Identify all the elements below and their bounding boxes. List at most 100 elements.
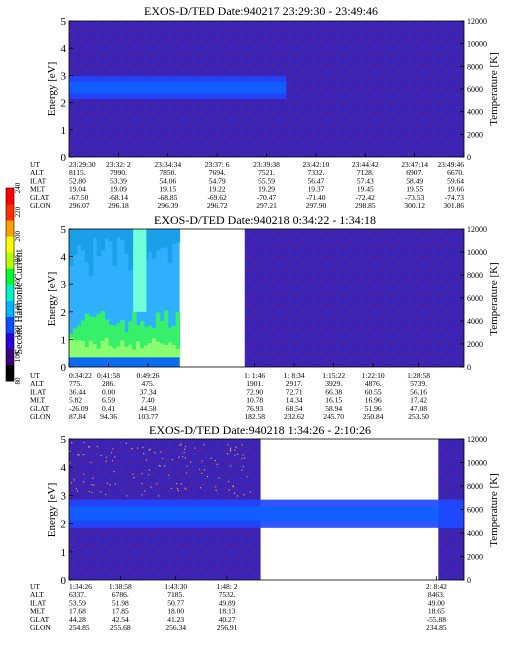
ephemeris-value: 59.64 xyxy=(447,176,464,185)
heatmap-cell xyxy=(150,486,152,488)
ephemeris-value: 250.84 xyxy=(363,412,384,421)
ephemeris-value: 66.38 xyxy=(325,387,342,396)
ephemeris-value: 103.77 xyxy=(138,412,159,421)
ephemeris-value: 6670. xyxy=(447,168,464,177)
ephemeris-value: 49.00 xyxy=(428,598,445,607)
heatmap-cell xyxy=(112,229,117,266)
colorbar-tick-label: 140 xyxy=(14,303,22,314)
panel-title: EXOS-D/TED Date:940218 0:34:22 - 1:34:18 xyxy=(154,213,376,227)
heatmap-cell xyxy=(78,454,80,456)
heatmap-cell xyxy=(105,493,107,496)
heatmap-cell xyxy=(80,229,86,251)
ephemeris-row-label: ILAT xyxy=(30,387,47,396)
heatmap-cell xyxy=(151,229,157,259)
heatmap-cell xyxy=(88,490,90,493)
heatmap-cell xyxy=(185,488,187,490)
colorbar-swatch xyxy=(6,316,14,334)
heatmap-cell xyxy=(91,484,93,486)
heatmap-cell xyxy=(155,341,161,367)
ephemeris-value: 296.72 xyxy=(207,201,228,210)
heatmap-cell xyxy=(92,343,98,367)
heatmap-cell xyxy=(69,337,74,367)
heatmap-cell xyxy=(163,465,166,467)
colorbar-swatch xyxy=(6,348,14,366)
ephemeris-value: 40.27 xyxy=(219,615,236,624)
ephemeris-value: 42.54 xyxy=(112,615,129,624)
y-tick-label: 1 xyxy=(61,334,67,346)
ephemeris-value: 54.79 xyxy=(209,176,226,185)
heatmap-cell xyxy=(168,474,170,476)
heatmap-cell xyxy=(144,490,146,492)
ephemeris-value: 1: 8:34 xyxy=(284,371,305,380)
heatmap-cell xyxy=(148,229,153,252)
ephemeris-value: 0.00 xyxy=(102,387,115,396)
ephemeris-row-label: ALT xyxy=(30,590,44,599)
heatmap-cell xyxy=(142,446,144,448)
heatmap-cell xyxy=(175,229,181,243)
heatmap-cell xyxy=(232,486,234,488)
heatmap-cell xyxy=(108,345,113,367)
heatmap-cell xyxy=(234,454,236,456)
heatmap-cell xyxy=(235,446,237,448)
axis-ticks: 0 1 2 3 4 5 0 2000 4000 6000 8000 10000 12000 xyxy=(61,434,488,587)
heatmap-cell xyxy=(112,448,114,450)
heatmap-cell xyxy=(229,450,232,452)
ephemeris-value: 19.15 xyxy=(159,185,176,194)
heatmap-plot xyxy=(68,20,465,158)
ephemeris-row-label: UT xyxy=(30,582,40,591)
y2-tick-label: 12000 xyxy=(467,225,487,234)
colorbar-swatch xyxy=(6,188,14,205)
heatmap-cell xyxy=(176,482,178,485)
heatmap-segment xyxy=(244,229,464,367)
ephemeris-value: 72.90 xyxy=(246,387,263,396)
y2-tick-label: 8000 xyxy=(467,271,483,280)
heatmap-cell xyxy=(108,229,113,242)
heatmap-cell xyxy=(243,494,245,496)
y2-tick-label: 0 xyxy=(467,576,471,585)
heatmap-cell xyxy=(184,445,187,448)
y-tick-label: 3 xyxy=(61,490,67,502)
ephemeris-value: 1901. xyxy=(246,379,263,388)
heatmap-cell xyxy=(100,340,106,367)
heatmap-cell xyxy=(143,452,145,455)
ephemeris-value: 0:41:58 xyxy=(97,371,120,380)
ephemeris-value: 1:48: 2 xyxy=(216,582,237,591)
ephemeris-value: 1:43:30 xyxy=(164,582,187,591)
heatmap-cell xyxy=(227,444,229,446)
colorbar-swatch xyxy=(6,220,14,237)
ephemeris-value: 47.08 xyxy=(410,404,427,413)
colorbar-ticks: 240 220 200 180 160 140 120 100 80 xyxy=(14,182,22,384)
heatmap-cell xyxy=(184,457,186,459)
heatmap-cell xyxy=(230,465,232,467)
heatmap-cell xyxy=(159,229,165,249)
colorbar-swatch xyxy=(6,300,14,318)
heatmap-cell xyxy=(88,229,94,277)
heatmap-cell xyxy=(151,337,157,367)
y-tick-label: 2 xyxy=(61,307,67,319)
ephemeris-value: 7332. xyxy=(307,168,324,177)
ephemeris-value: 52.80 xyxy=(69,176,86,185)
y2-tick-label: 8000 xyxy=(467,62,483,71)
ephemeris-value: 44.58 xyxy=(140,404,157,413)
heatmap-cell xyxy=(241,469,243,471)
heatmap-cell xyxy=(206,475,208,478)
ephemeris-value: 232.62 xyxy=(284,412,305,421)
heatmap-cell xyxy=(88,340,94,367)
heatmap-cell xyxy=(234,449,236,451)
y-tick-label: 3 xyxy=(61,70,67,82)
heatmap-cell xyxy=(100,229,106,251)
ephemeris-value: 23:42:10 xyxy=(303,160,330,169)
y-tick-label: 5 xyxy=(61,16,67,28)
y2-tick-label: 8000 xyxy=(467,482,483,491)
ephemeris-value: 23:44:42 xyxy=(352,160,379,169)
colorbar-tick-label: 200 xyxy=(14,231,22,242)
heatmap-cell xyxy=(71,442,73,444)
heatmap-cell xyxy=(126,495,128,497)
heatmap-cell xyxy=(100,491,102,493)
y2-tick-label: 12000 xyxy=(467,17,487,26)
heatmap-cell xyxy=(105,456,108,458)
ephemeris-value: 297.90 xyxy=(306,201,327,210)
ephemeris-value: 18.00 xyxy=(167,607,184,616)
heatmap-cell xyxy=(178,456,180,458)
